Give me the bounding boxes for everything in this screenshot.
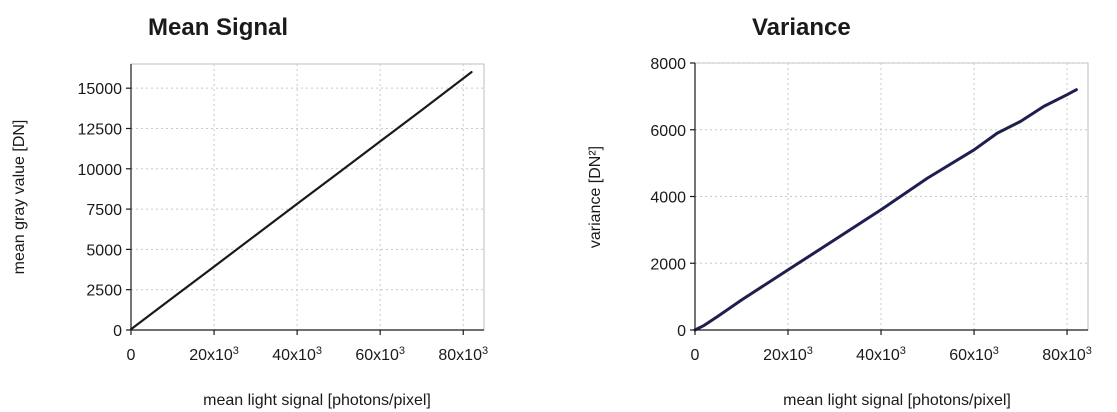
y-axis-label: mean gray value [DN] (11, 120, 28, 275)
y-tick-label: 7500 (86, 202, 122, 219)
series-group (131, 72, 472, 329)
x-tick-label: 40x103 (272, 345, 322, 364)
series-line (131, 72, 472, 329)
x-tick-label: 0 (691, 347, 700, 364)
y-ticks: 0 2000 4000 6000 8000 (650, 56, 695, 340)
y-tick-label: 2500 (86, 283, 122, 300)
series-group (695, 90, 1076, 330)
y-axis-label: variance [DN²] (587, 146, 604, 248)
y-tick-label: 8000 (650, 56, 686, 73)
series-line (695, 90, 1076, 330)
chart-mean-signal: Mean Signal 0 20x103 40x103 60x103 80x103 0 2… (11, 14, 488, 409)
x-ticks: 0 20x103 40x103 60x103 80x103 (691, 330, 1092, 364)
x-axis-label: mean light signal [photons/pixel] (783, 392, 1011, 409)
y-tick-label: 2000 (650, 256, 686, 273)
y-tick-label: 0 (113, 323, 122, 340)
y-tick-label: 12500 (78, 121, 123, 138)
chart-title: Variance (752, 14, 851, 41)
y-tick-label: 15000 (78, 81, 123, 98)
gridlines (695, 63, 1088, 330)
x-tick-label: 40x103 (856, 345, 906, 364)
x-tick-label: 80x103 (1042, 345, 1092, 364)
x-tick-label: 0 (127, 347, 136, 364)
x-tick-label: 60x103 (355, 345, 405, 364)
y-tick-label: 4000 (650, 190, 686, 207)
chart-title: Mean Signal (148, 14, 288, 41)
x-tick-label: 20x103 (189, 345, 239, 364)
x-axis-label: mean light signal [photons/pixel] (203, 392, 431, 409)
x-tick-label: 60x103 (949, 345, 999, 364)
x-tick-label: 80x103 (438, 345, 488, 364)
y-tick-label: 0 (677, 323, 686, 340)
x-tick-label: 20x103 (763, 345, 813, 364)
x-ticks: 0 20x103 40x103 60x103 80x103 (127, 330, 489, 364)
chart-variance: Variance 0 20x103 40x103 60x103 80x103 0 2000… (587, 14, 1092, 409)
y-tick-label: 10000 (78, 162, 123, 179)
y-ticks: 0 2500 5000 7500 10000 12500 15000 (78, 81, 132, 340)
y-tick-label: 6000 (650, 123, 686, 140)
y-tick-label: 5000 (86, 242, 122, 259)
